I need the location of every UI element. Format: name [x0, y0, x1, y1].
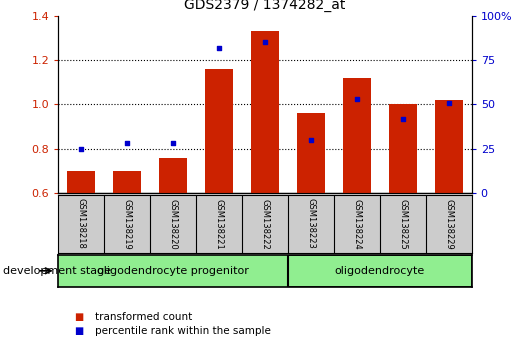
Bar	[389, 104, 417, 193]
Bar	[160, 158, 187, 193]
Text: ■: ■	[74, 312, 83, 322]
Point	[445, 100, 453, 105]
Point	[261, 40, 269, 45]
Text: GSM138221: GSM138221	[215, 199, 224, 249]
Point	[215, 45, 223, 51]
Text: GSM138219: GSM138219	[123, 199, 131, 249]
Text: GSM138218: GSM138218	[77, 199, 86, 249]
Text: GSM138223: GSM138223	[306, 199, 315, 249]
Text: transformed count: transformed count	[95, 312, 192, 322]
Point	[352, 96, 361, 102]
Text: GSM138225: GSM138225	[399, 199, 407, 249]
Point	[123, 141, 131, 146]
Bar	[251, 32, 279, 193]
Point	[399, 116, 407, 121]
Text: GSM138222: GSM138222	[261, 199, 269, 249]
Text: oligodendrocyte: oligodendrocyte	[335, 266, 425, 276]
Point	[77, 146, 85, 152]
Point	[169, 141, 178, 146]
Bar	[435, 100, 463, 193]
Bar	[205, 69, 233, 193]
Point	[307, 137, 315, 143]
Text: ■: ■	[74, 326, 83, 336]
Bar	[343, 78, 370, 193]
Text: GSM138220: GSM138220	[169, 199, 178, 249]
Text: development stage: development stage	[3, 266, 111, 276]
Bar	[288, 255, 472, 287]
Text: GSM138229: GSM138229	[444, 199, 453, 249]
Bar	[113, 171, 141, 193]
Title: GDS2379 / 1374282_at: GDS2379 / 1374282_at	[184, 0, 346, 12]
Bar	[67, 171, 95, 193]
Text: GSM138224: GSM138224	[352, 199, 361, 249]
Bar	[297, 113, 325, 193]
Text: oligodendrocyte progenitor: oligodendrocyte progenitor	[97, 266, 249, 276]
Text: percentile rank within the sample: percentile rank within the sample	[95, 326, 271, 336]
